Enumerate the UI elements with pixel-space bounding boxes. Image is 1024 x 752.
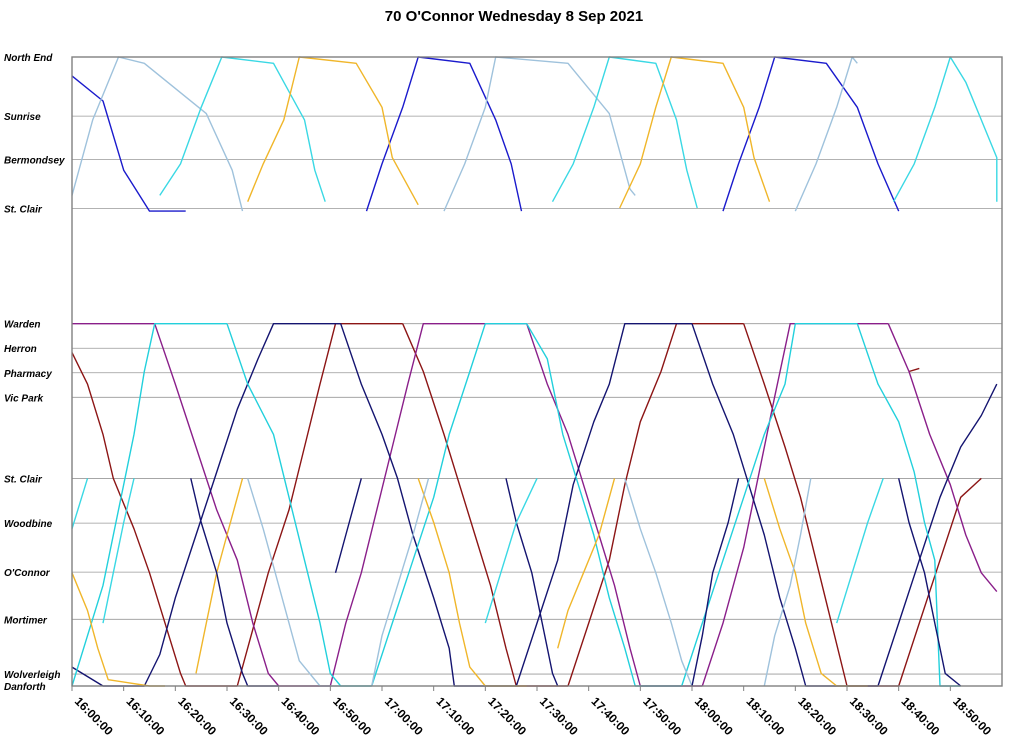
- series-north-end-branch-trips-gold: [247, 56, 771, 209]
- trip-trace: [681, 323, 858, 687]
- trip-trace: [763, 478, 868, 687]
- plot-area-frame: [71, 56, 1003, 687]
- trip-trace: [443, 56, 636, 212]
- trip-trace: [515, 323, 692, 687]
- stop-label-o-connor: O'Connor: [4, 568, 51, 579]
- trip-trace: [71, 478, 89, 530]
- x-tick-label: 18:20:00: [795, 694, 839, 738]
- trip-trace: [624, 478, 693, 687]
- trip-trace: [887, 323, 998, 593]
- series-short-turns-navy: [190, 478, 962, 687]
- trip-trace: [371, 478, 430, 687]
- trip-trace: [898, 477, 982, 687]
- series-warden-trips-navy: [71, 323, 998, 687]
- trip-trace: [794, 56, 858, 212]
- x-tick-label: 18:30:00: [847, 694, 891, 738]
- trip-trace: [71, 352, 238, 687]
- trip-trace: [484, 478, 538, 624]
- x-tick-label: 16:10:00: [124, 694, 168, 738]
- trip-trace: [551, 56, 698, 209]
- trip-trace: [102, 478, 135, 624]
- trip-trace: [71, 75, 186, 212]
- trip-trace: [836, 478, 884, 624]
- x-tick-label: 17:40:00: [589, 694, 633, 738]
- trip-trace: [236, 323, 403, 687]
- trip-trace: [722, 56, 900, 212]
- x-tick-label: 18:50:00: [950, 694, 994, 738]
- series-north-end-branch-trips-dark-blue: [71, 56, 900, 212]
- trip-trace: [526, 323, 703, 687]
- stop-labels: North End Sunrise Bermondsey St. Clair Warde…: [4, 53, 65, 693]
- x-tick-label: 17:30:00: [537, 694, 581, 738]
- trip-trace: [417, 478, 527, 687]
- trip-trace: [619, 56, 771, 209]
- trip-trace: [329, 323, 527, 687]
- trip-trace: [365, 56, 523, 212]
- chart-title: 70 O'Connor Wednesday 8 Sep 2021: [385, 8, 643, 25]
- trip-trace: [71, 572, 165, 687]
- trip-trace: [691, 478, 740, 687]
- time-axis-ticks: 16:00:00 16:10:00 16:20:00 16:30:00 16:40:00…: [71, 686, 994, 738]
- trip-trace: [557, 478, 616, 649]
- stop-label-warden: Warden: [4, 320, 41, 331]
- series-north-end-branch-trips-cyan: [159, 56, 998, 209]
- trip-trace: [701, 323, 889, 687]
- series-short-turns-light-blue: [247, 478, 812, 687]
- stop-label-pharmacy: Pharmacy: [4, 369, 52, 380]
- trip-traces: [71, 56, 998, 687]
- stop-gridlines: [72, 56, 1002, 687]
- trip-trace: [763, 478, 812, 687]
- x-tick-label: 17:20:00: [485, 694, 529, 738]
- trip-trace: [71, 323, 227, 687]
- trip-trace: [856, 323, 961, 687]
- stop-label-st-clair: St. Clair: [4, 205, 43, 216]
- trip-trace: [877, 383, 998, 687]
- trip-trace: [340, 323, 517, 687]
- trip-trace: [226, 323, 372, 687]
- trip-trace: [505, 478, 559, 687]
- series-north-end-branch-trips-light-blue: [71, 56, 858, 212]
- stop-label-bermondsey: Bermondsey: [4, 156, 65, 167]
- trip-trace: [71, 323, 341, 687]
- x-tick-label: 16:50:00: [330, 694, 374, 738]
- series-warden-trips-purple: [72, 323, 998, 687]
- trip-trace: [334, 478, 362, 573]
- trip-trace: [743, 323, 899, 687]
- series-short-turns-cyan: [71, 478, 884, 624]
- stop-label-herron: Herron: [4, 344, 37, 355]
- trip-trace: [195, 478, 244, 674]
- x-tick-label: 16:40:00: [279, 694, 323, 738]
- trip-trace: [71, 56, 244, 212]
- stop-label-danforth: Danforth: [4, 682, 46, 693]
- trip-trace: [402, 323, 568, 687]
- trip-trace: [691, 323, 878, 687]
- stop-label-sunrise: Sunrise: [4, 112, 41, 123]
- series-short-turns-gold: [71, 478, 868, 687]
- series-warden-trips-maroon: [71, 323, 982, 687]
- stop-label-st-clair: St. Clair: [4, 474, 43, 485]
- x-tick-label: 16:30:00: [227, 694, 271, 738]
- x-tick-label: 18:10:00: [744, 694, 788, 738]
- stop-label-wolverleigh: Wolverleigh: [4, 670, 61, 681]
- x-tick-label: 16:20:00: [175, 694, 219, 738]
- trip-trace: [371, 323, 527, 687]
- x-tick-label: 18:40:00: [899, 694, 943, 738]
- trip-trace: [892, 56, 998, 203]
- stop-label-vic-park: Vic Park: [4, 393, 44, 404]
- stop-label-woodbine: Woodbine: [4, 519, 53, 530]
- trip-trace: [908, 367, 920, 373]
- x-tick-label: 17:50:00: [640, 694, 684, 738]
- trip-trace: [898, 478, 962, 687]
- trip-trace: [526, 323, 682, 687]
- x-tick-label: 17:10:00: [434, 694, 478, 738]
- stop-label-mortimer: Mortimer: [4, 615, 48, 626]
- trip-trace: [247, 56, 419, 206]
- trip-trace: [567, 323, 744, 687]
- x-tick-label: 16:00:00: [72, 694, 116, 738]
- x-tick-label: 17:00:00: [382, 694, 426, 738]
- x-tick-label: 18:00:00: [692, 694, 736, 738]
- trip-trace: [159, 56, 326, 202]
- stop-label-north-end: North End: [4, 53, 53, 64]
